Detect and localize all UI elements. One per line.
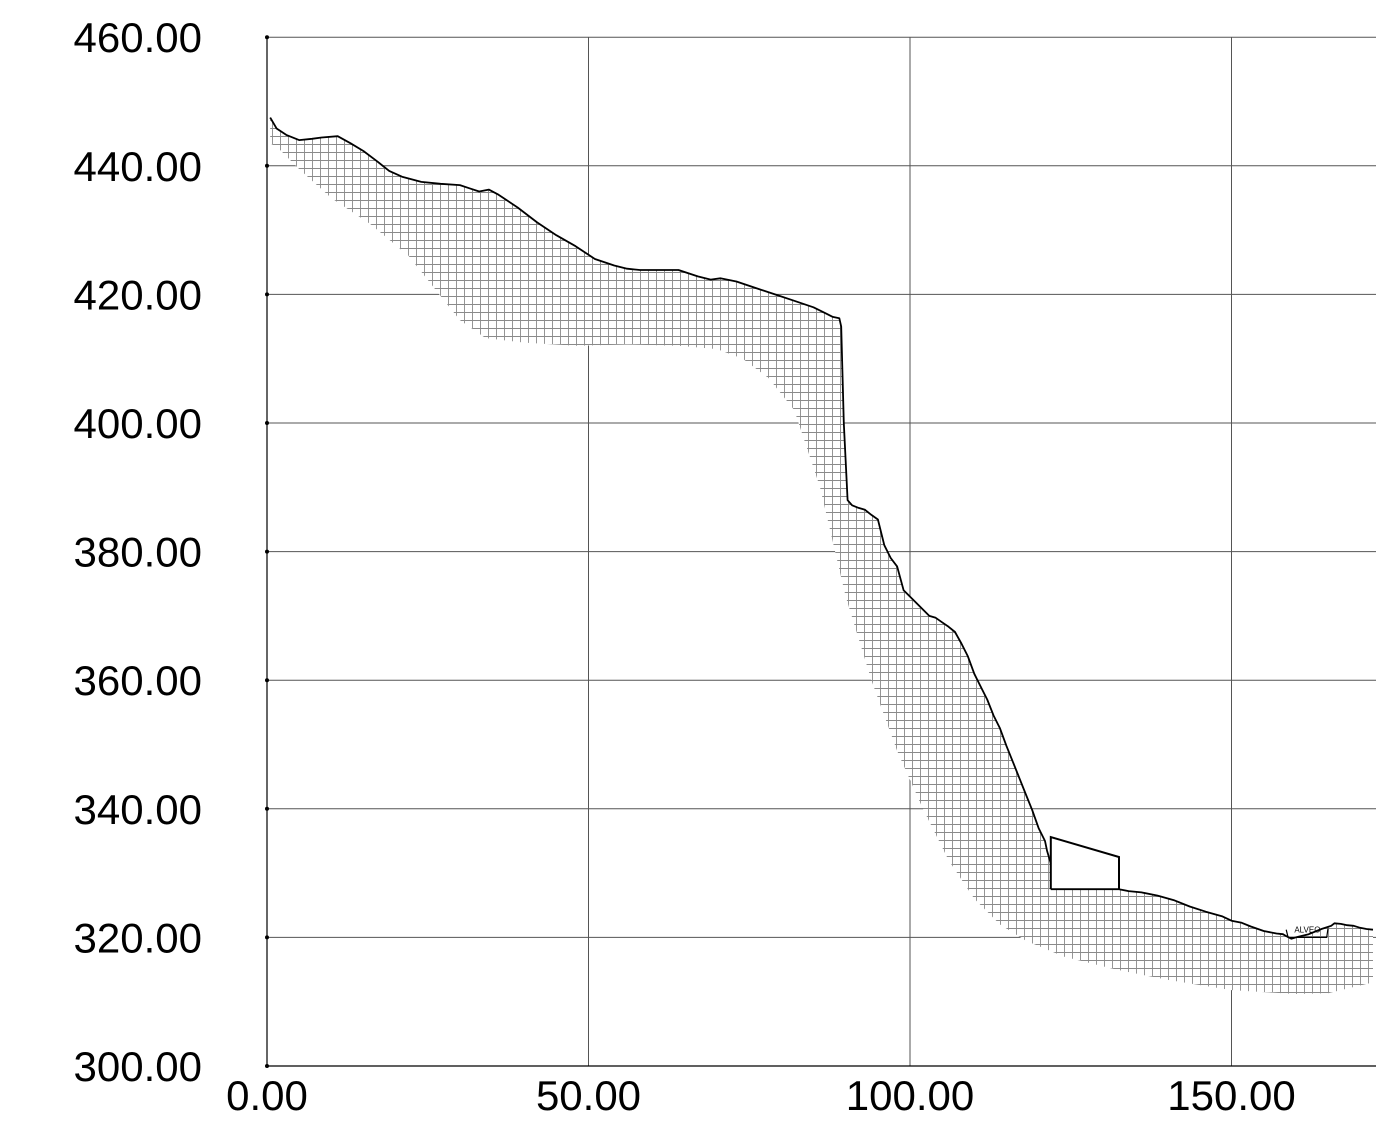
axes [265, 35, 1376, 1068]
soil-hatch-layer [270, 117, 1374, 995]
x-tick-label-3: 150.00 [1167, 1072, 1295, 1119]
y-tick-mark-4 [265, 549, 269, 554]
profile-line-1 [1050, 888, 1374, 940]
y-tick-label-3: 360.00 [74, 657, 202, 704]
annotations: ALVEO [1294, 925, 1320, 934]
y-tick-label-7: 440.00 [74, 143, 202, 190]
terrain-profile [269, 117, 1374, 940]
y-tick-mark-6 [265, 292, 269, 297]
y-tick-label-6: 420.00 [74, 271, 202, 318]
y-tick-label-5: 400.00 [74, 400, 202, 447]
tick-labels: 300.00 320.00 340.00 360.00 380.00 400.00 420.… [74, 14, 1296, 1119]
profile-line-0 [269, 117, 1052, 864]
x-tick-label-2: 100.00 [846, 1072, 974, 1119]
y-tick-mark-8 [265, 35, 269, 40]
y-tick-label-8: 460.00 [74, 14, 202, 61]
x-tick-label-0: 0.00 [226, 1072, 308, 1119]
y-tick-mark-2 [265, 806, 269, 811]
y-tick-mark-5 [265, 421, 269, 425]
y-tick-label-4: 380.00 [74, 529, 202, 576]
y-tick-mark-1 [265, 935, 269, 940]
y-tick-mark-0 [265, 1064, 269, 1068]
y-tick-label-0: 300.00 [74, 1043, 202, 1090]
y-tick-mark-7 [265, 163, 269, 168]
y-tick-label-1: 320.00 [74, 914, 202, 961]
y-tick-mark-3 [265, 678, 269, 683]
x-tick-label-1: 50.00 [536, 1072, 641, 1119]
channel-alveo [1285, 928, 1329, 939]
soil-hatch-area [270, 117, 1374, 995]
y-tick-label-2: 340.00 [74, 786, 202, 833]
structure-outline [1049, 835, 1120, 890]
annotation-alveo: ALVEO [1294, 925, 1320, 934]
